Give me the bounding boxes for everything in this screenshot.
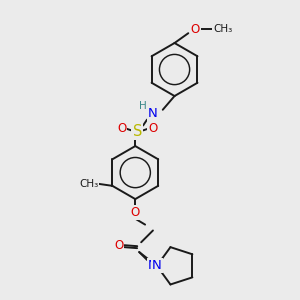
Text: O: O (114, 239, 123, 252)
Text: S: S (133, 124, 142, 139)
Text: N: N (148, 107, 158, 120)
Text: H: H (139, 101, 147, 111)
Text: O: O (117, 122, 126, 135)
Text: CH₃: CH₃ (79, 179, 98, 189)
Text: O: O (148, 122, 158, 135)
Text: O: O (190, 23, 200, 36)
Text: O: O (131, 206, 140, 219)
Text: N: N (148, 259, 158, 272)
Text: CH₃: CH₃ (213, 24, 232, 34)
Text: N: N (152, 259, 162, 272)
